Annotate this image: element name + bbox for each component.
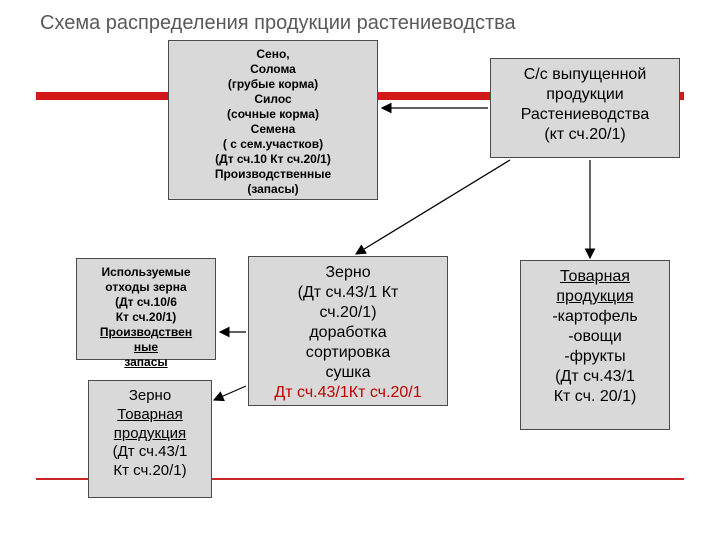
box-center-line: доработка [255,323,441,343]
box-bottom_left-line: Товарная [95,406,205,425]
box-bottom_right-line: Товарная [527,267,663,287]
box-center-line: сортировка [255,343,441,363]
box-mid_left-line: Используемые [83,265,209,280]
box-top_center-line: Силос [175,92,371,107]
box-top_right-line: С/с выпущенной [497,65,673,85]
box-bottom_right: Товарнаяпродукция-картофель-овощи-фрукты… [520,260,670,430]
box-bottom_left: ЗерноТоварная продукция(Дт сч.43/1Кт сч.… [88,380,212,498]
box-mid_left: Используемыеотходы зерна(Дт сч.10/6Кт сч… [76,258,216,360]
box-bottom_left-line: продукция [95,425,205,444]
box-top_center-line: Сено, [175,47,371,62]
box-mid_left-line: отходы зерна [83,280,209,295]
box-bottom_right-line: Кт сч. 20/1) [527,387,663,407]
box-top_center-line: Солома [175,62,371,77]
box-top_center-line: Семена [175,122,371,137]
box-top_right-line: продукции [497,85,673,105]
box-mid_left-line: запасы [83,355,209,370]
box-center-line: (Дт сч.43/1 Кт [255,283,441,303]
box-bottom_left-line: Зерно [95,387,205,406]
box-bottom_right-line: -фрукты [527,347,663,367]
box-bottom_left-line: Кт сч.20/1) [95,462,205,481]
diagram-title: Схема распределения продукции растениево… [40,12,516,35]
arrow-1 [356,160,510,254]
box-mid_left-line: Кт сч.20/1) [83,310,209,325]
box-top_right: С/с выпущеннойпродукцииРастениеводства(к… [490,58,680,158]
box-center-line: Зерно [255,263,441,283]
box-top_center-line: ( с сем.участков) [175,137,371,152]
box-center-line: сушка [255,363,441,383]
box-bottom_left-line: (Дт сч.43/1 [95,443,205,462]
box-top_center-line: (запасы) [175,182,371,197]
box-top_center: Сено,Солома(грубые корма)Силос(сочные ко… [168,40,378,200]
box-top_right-line: Растениеводства [497,105,673,125]
box-mid_left-line: (Дт сч.10/6 [83,295,209,310]
diagram-canvas: Схема распределения продукции растениево… [0,0,720,540]
box-top_right-line: (кт сч.20/1) [497,125,673,145]
box-top_center-line: (Дт сч.10 Кт сч.20/1) [175,152,371,167]
box-center: Зерно(Дт сч.43/1 Ктсч.20/1)доработкасорт… [248,256,448,406]
box-bottom_right-line: продукция [527,287,663,307]
box-bottom_right-line: -овощи [527,327,663,347]
box-mid_left-line: ные [83,340,209,355]
box-center-line: Дт сч.43/1Кт сч.20/1 [255,383,441,403]
box-mid_left-line: Производствен [83,325,209,340]
box-center-line: сч.20/1) [255,303,441,323]
box-bottom_right-line: (Дт сч.43/1 [527,367,663,387]
box-top_center-line: (сочные корма) [175,107,371,122]
arrow-4 [214,386,246,400]
box-top_center-line: (грубые корма) [175,77,371,92]
box-top_center-line: Производственные [175,167,371,182]
box-bottom_right-line: -картофель [527,307,663,327]
